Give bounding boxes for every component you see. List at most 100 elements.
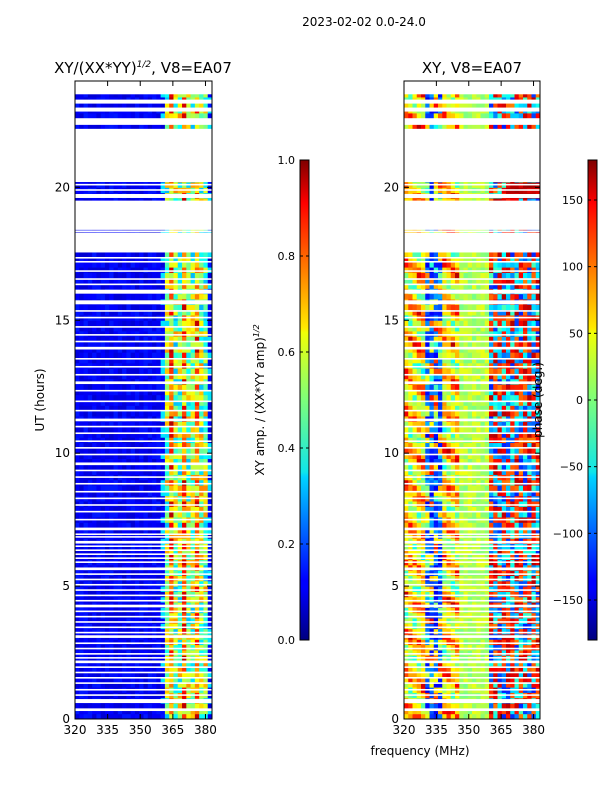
heatmap-cell: [147, 628, 153, 635]
heatmap-cell: [476, 660, 481, 667]
heatmap-cell: [459, 665, 464, 672]
heatmap-cell: [117, 506, 123, 513]
heatmap-cell: [87, 665, 93, 672]
heatmap-cell: [134, 405, 140, 412]
heatmap-cell: [156, 554, 162, 560]
heatmap-cell: [412, 607, 418, 614]
heatmap-cell: [207, 102, 213, 109]
heatmap-cell: [455, 708, 460, 715]
heatmap-cell: [96, 267, 102, 273]
heatmap-cell: [83, 91, 89, 98]
heatmap-cell: [186, 251, 192, 257]
heatmap-cell: [489, 623, 494, 630]
heatmap-cell: [412, 586, 418, 592]
heatmap-cell: [207, 554, 213, 560]
heatmap-cell: [160, 665, 166, 672]
heatmap-row: [75, 304, 213, 311]
heatmap-cell: [87, 713, 93, 720]
heatmap-cell: [203, 400, 209, 406]
heatmap-cell: [152, 617, 157, 624]
heatmap-cell: [203, 676, 209, 683]
heatmap-cell: [164, 617, 170, 624]
heatmap-cell: [130, 431, 136, 438]
heatmap-cell: [455, 575, 460, 582]
heatmap-cell: [506, 665, 511, 672]
heatmap-cell: [139, 479, 144, 486]
heatmap-cell: [177, 527, 183, 534]
heatmap-cell: [442, 681, 447, 688]
heatmap-cell: [203, 660, 209, 667]
heatmap-cell: [100, 644, 106, 651]
heatmap-cell: [87, 623, 93, 630]
heatmap-cell: [130, 112, 136, 119]
heatmap-cell: [169, 394, 174, 401]
heatmap-cell: [199, 665, 204, 672]
heatmap-cell: [160, 617, 166, 624]
heatmap-cell: [113, 261, 119, 268]
heatmap-cell: [104, 256, 110, 263]
heatmap-cell: [79, 102, 85, 109]
amplitude-plot-frame: [74, 80, 213, 720]
heatmap-cell: [177, 447, 183, 454]
heatmap-cell: [514, 617, 520, 624]
heatmap-cell: [173, 527, 179, 534]
heatmap-cell: [177, 442, 183, 449]
heatmap-cell: [83, 426, 89, 433]
heatmap-cell: [203, 256, 209, 263]
heatmap-cell: [83, 463, 89, 470]
heatmap-row: [404, 623, 541, 630]
heatmap-cell: [484, 596, 490, 603]
heatmap-cell: [489, 639, 494, 646]
heatmap-cell: [139, 532, 144, 539]
heatmap-cell: [412, 713, 418, 720]
heatmap-cell: [207, 708, 213, 715]
heatmap-cell: [152, 506, 157, 513]
heatmap-cell: [472, 665, 477, 672]
heatmap-cell: [194, 320, 200, 327]
heatmap-cell: [109, 479, 115, 486]
heatmap-cell: [160, 703, 166, 709]
heatmap-cell: [156, 437, 162, 444]
heatmap-cell: [164, 463, 170, 470]
heatmap-cell: [160, 267, 166, 273]
heatmap-cell: [156, 485, 162, 491]
heatmap-cell: [164, 272, 170, 279]
heatmap-cell: [169, 352, 174, 358]
heatmap-cell: [169, 580, 174, 587]
heatmap-cell: [160, 644, 166, 651]
heatmap-cell: [467, 713, 473, 720]
heatmap-row: [75, 431, 213, 438]
heatmap-cell: [182, 639, 187, 646]
heatmap-cell: [463, 649, 469, 656]
heatmap-cell: [207, 394, 213, 401]
heatmap-cell: [117, 272, 123, 279]
heatmap-cell: [190, 325, 196, 332]
heatmap-cell: [109, 330, 115, 337]
heatmap-cell: [75, 447, 80, 454]
data-gap-line: [75, 573, 212, 575]
heatmap-cell: [408, 681, 413, 688]
heatmap-cell: [489, 665, 494, 672]
heatmap-cell: [75, 617, 80, 624]
heatmap-cell: [535, 713, 541, 720]
heatmap-cell: [122, 580, 127, 587]
heatmap-cell: [404, 596, 409, 603]
heatmap-cell: [190, 612, 196, 619]
heatmap-cell: [139, 112, 144, 119]
heatmap-cell: [459, 676, 464, 683]
heatmap-cell: [147, 410, 153, 417]
heatmap-cell: [421, 628, 426, 635]
heatmap-cell: [143, 676, 149, 683]
heatmap-cell: [169, 485, 174, 491]
heatmap-cell: [497, 671, 503, 677]
heatmap-cell: [139, 447, 144, 454]
heatmap-cell: [87, 357, 93, 364]
heatmap-cell: [164, 607, 170, 614]
heatmap-cell: [523, 580, 528, 587]
heatmap-cell: [100, 346, 106, 353]
heatmap-cell: [143, 580, 149, 587]
heatmap-cell: [190, 570, 196, 576]
heatmap-cell: [404, 586, 409, 592]
heatmap-cell: [493, 612, 498, 619]
heatmap-cell: [408, 660, 413, 667]
